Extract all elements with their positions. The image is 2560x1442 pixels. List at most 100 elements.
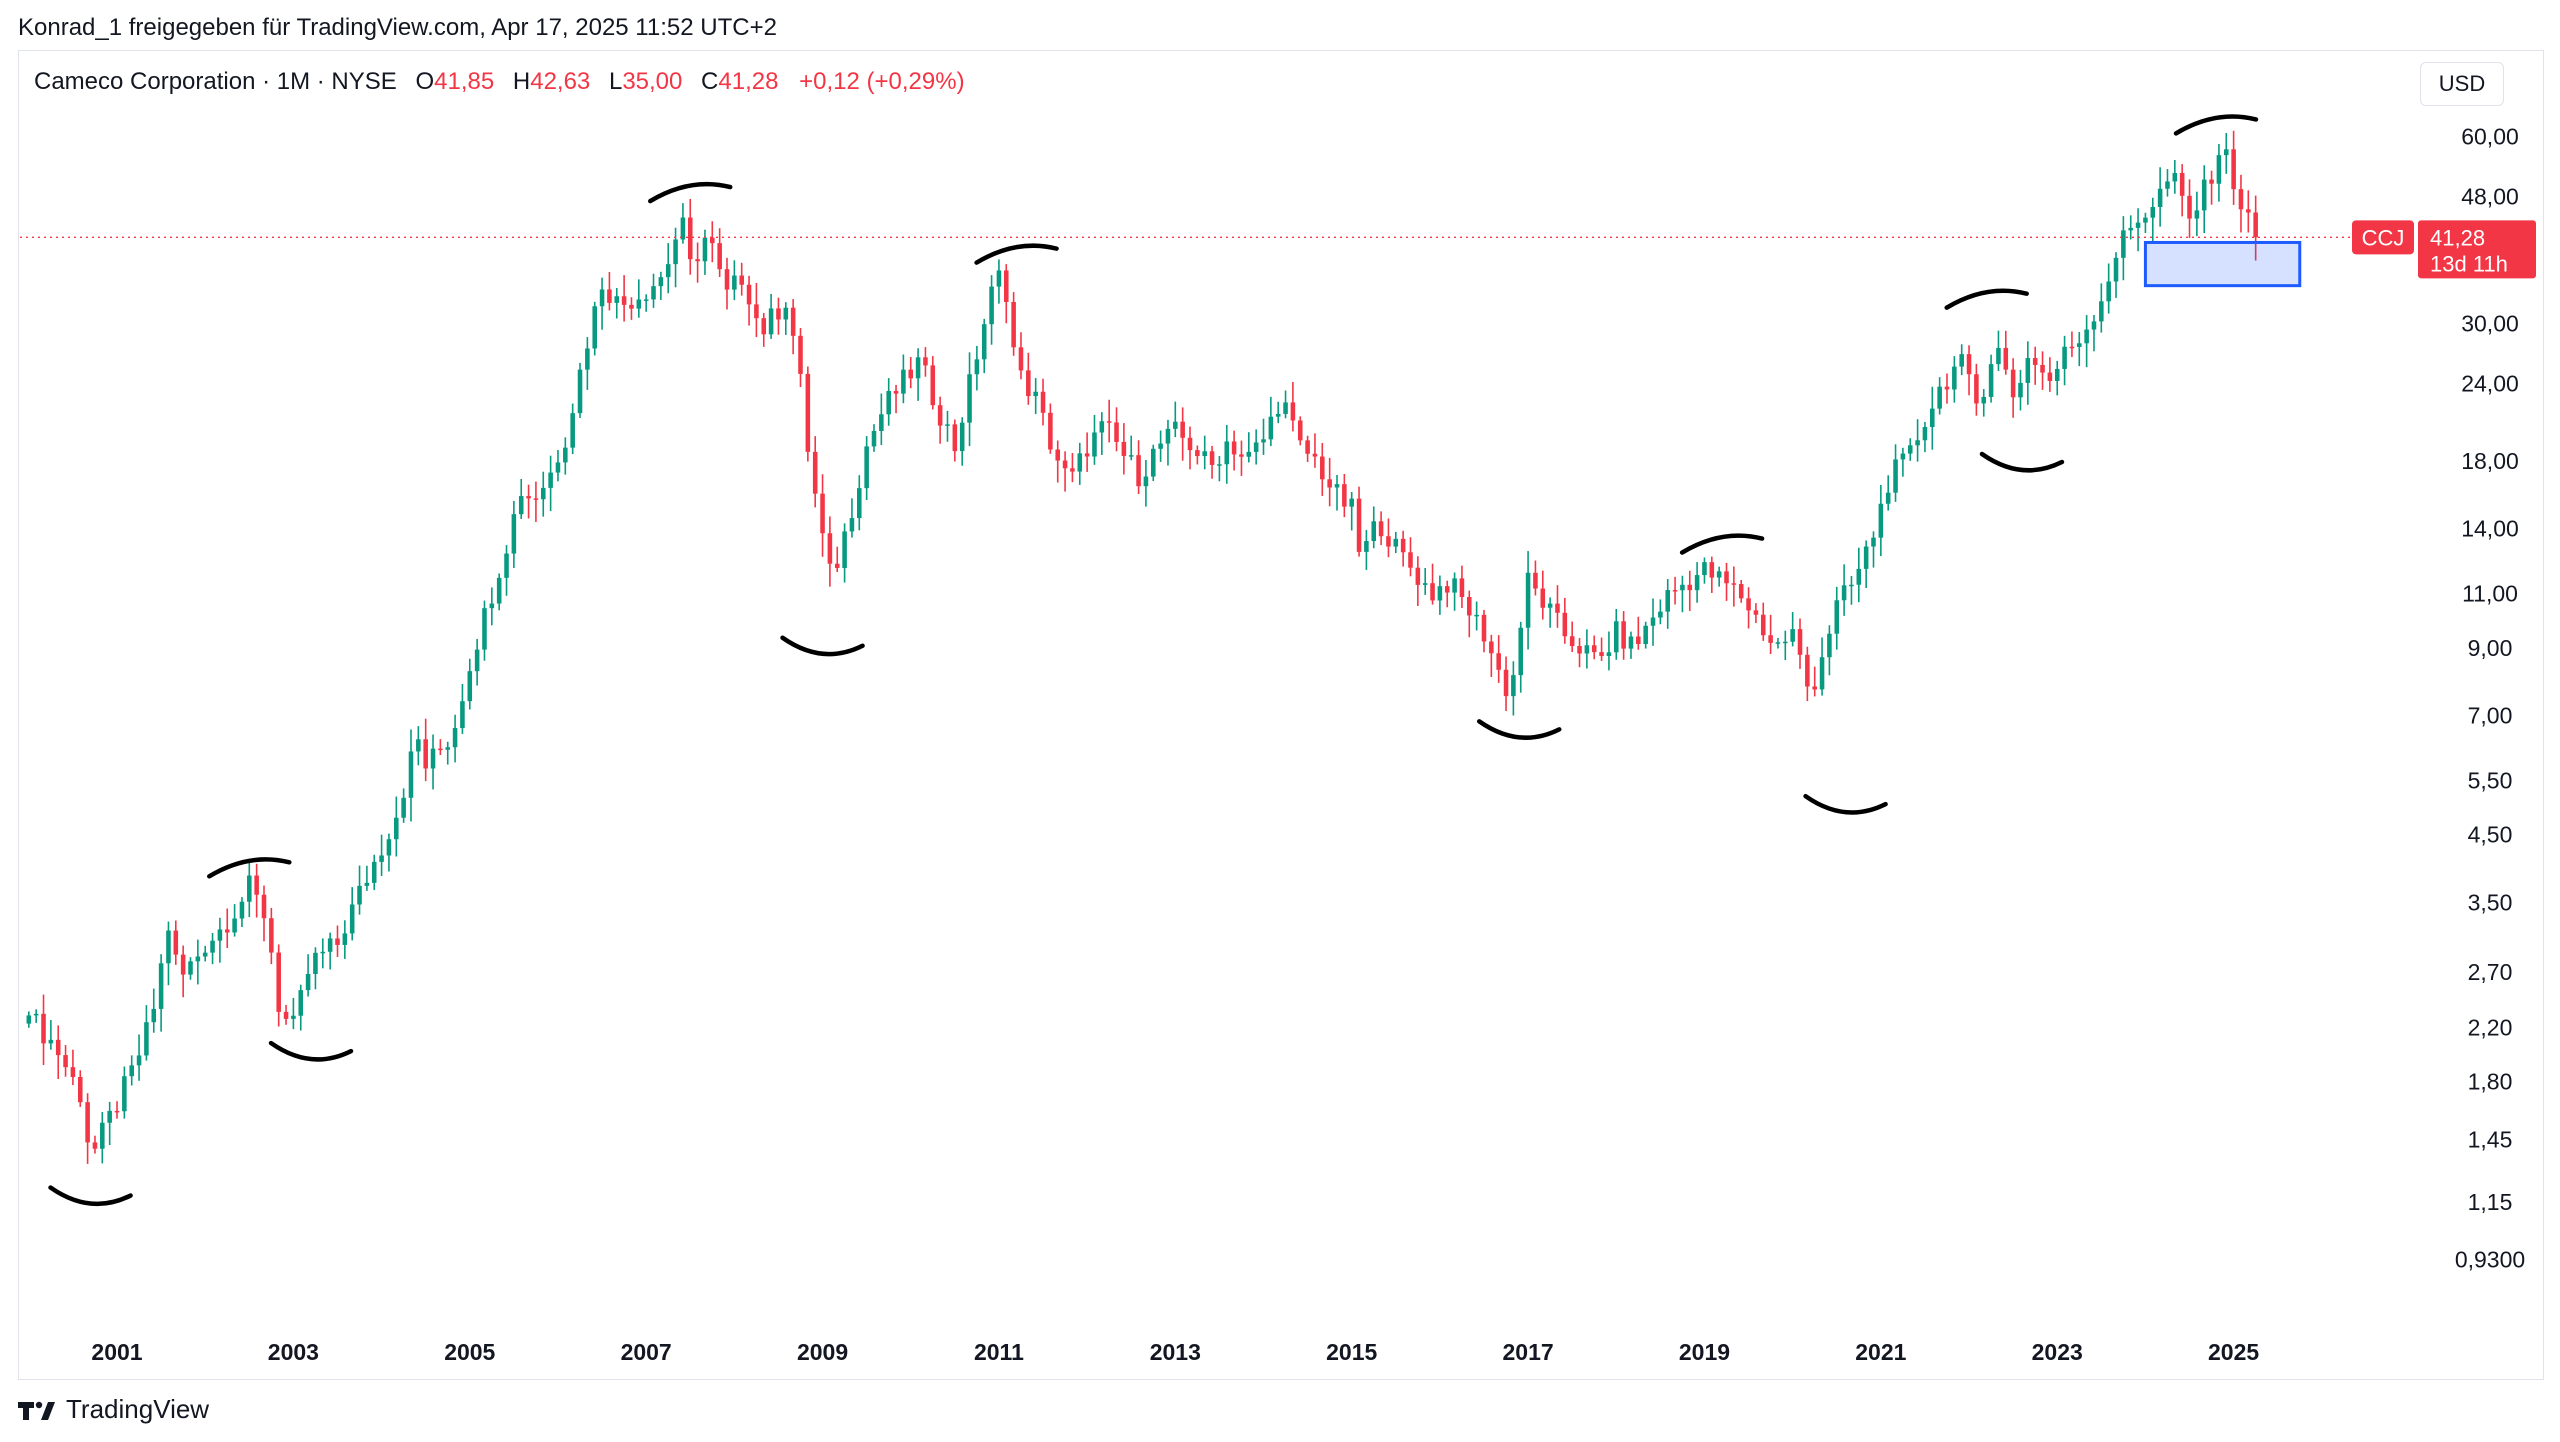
candle-body — [2238, 189, 2244, 210]
candle-body — [1944, 386, 1950, 390]
candle-body — [879, 414, 884, 431]
symbol-name[interactable]: Cameco Corporation · 1M · NYSE — [34, 68, 397, 95]
x-axis-tick-label: 2009 — [797, 1339, 848, 1365]
candle-body — [842, 531, 847, 568]
candle-body — [224, 929, 230, 933]
candle-body — [1871, 537, 1876, 547]
candle-body — [651, 286, 656, 300]
candle-body — [327, 938, 333, 952]
x-axis-tick-label: 2013 — [1150, 1339, 1201, 1365]
candle-body — [834, 563, 840, 568]
candle-body — [1680, 584, 1685, 591]
candle-body — [849, 518, 855, 532]
candle-body — [1400, 538, 1406, 553]
candle-body — [629, 304, 634, 309]
candle-body — [2253, 212, 2258, 238]
candle-body — [621, 296, 627, 305]
y-axis-tick-label: 18,00 — [2461, 448, 2519, 474]
candle-body — [923, 357, 928, 366]
candle-body — [335, 938, 340, 945]
candle-body — [1496, 653, 1501, 670]
candle-body — [1327, 479, 1332, 488]
candle-body — [886, 390, 891, 415]
candle-body — [710, 237, 715, 244]
symbol-legend: Cameco Corporation · 1M · NYSE O41,85 H4… — [34, 68, 965, 96]
peak-annotation-arc — [648, 181, 733, 204]
candle-body — [1408, 552, 1413, 568]
candle-body — [1217, 464, 1222, 466]
candle-body — [496, 577, 502, 604]
candle-body — [1937, 386, 1942, 409]
candle-body — [1283, 402, 1288, 414]
change-value: +0,12 (+0,29%) — [799, 68, 965, 95]
candle-body — [996, 270, 1002, 287]
candle-body — [474, 649, 480, 672]
close-value: 41,28 — [718, 68, 779, 95]
candle-body — [55, 1039, 61, 1056]
candle-body — [680, 217, 686, 240]
candle-body — [908, 369, 914, 379]
low-label: L — [608, 68, 623, 95]
candle-body — [1415, 567, 1421, 585]
candle-body — [1224, 441, 1230, 465]
candle-body — [504, 553, 509, 578]
x-axis-tick-label: 2001 — [91, 1339, 142, 1365]
candle-body — [1150, 448, 1156, 477]
candle-body — [1062, 460, 1068, 469]
candle-body — [2157, 188, 2163, 207]
y-axis-tick-label: 5,50 — [2468, 767, 2513, 793]
candle-body — [1364, 541, 1369, 552]
candle-body — [1834, 600, 1840, 634]
candle-body — [1768, 635, 1773, 643]
x-axis-tick-label: 2011 — [974, 1339, 1024, 1365]
brand-logo[interactable]: TradingView — [18, 1394, 209, 1425]
candle-body — [1694, 575, 1700, 591]
candle-body — [1819, 657, 1825, 690]
candle-body — [1378, 521, 1384, 537]
last-price-tag — [2418, 220, 2536, 279]
candle-body — [2223, 149, 2229, 156]
candle-body — [1665, 590, 1670, 612]
candle-body — [2025, 358, 2031, 383]
candle-body — [85, 1102, 90, 1143]
candle-body — [342, 933, 348, 945]
peak-annotation-arc — [207, 857, 292, 879]
low-value: 35,00 — [622, 68, 683, 95]
open-label: O — [415, 68, 435, 95]
candle-body — [790, 307, 796, 336]
candle-body — [129, 1065, 134, 1077]
y-axis-tick-label: 1,15 — [2468, 1189, 2513, 1215]
peak-annotation-arc — [2173, 114, 2259, 136]
countdown-label: 13d 11h — [2430, 251, 2508, 276]
candle-body — [1959, 354, 1964, 367]
candle-body — [1996, 347, 2001, 365]
candle-body — [452, 728, 458, 748]
candle-body — [1143, 476, 1149, 487]
candle-body — [1239, 454, 1244, 457]
candle-body — [2099, 301, 2104, 322]
candle-body — [210, 940, 215, 953]
y-axis-tick-label: 1,80 — [2468, 1068, 2513, 1094]
high-value: 42,63 — [530, 68, 591, 95]
candle-body — [1437, 586, 1443, 601]
candle-body — [518, 496, 524, 515]
candle-body — [570, 413, 575, 448]
candle-body — [1775, 642, 1781, 644]
candle-body — [1503, 669, 1509, 697]
currency-button[interactable]: USD — [2420, 62, 2504, 106]
candle-body — [1658, 611, 1663, 618]
candle-body — [1048, 412, 1053, 450]
candle-body — [1981, 396, 1987, 404]
candle-body — [1621, 621, 1626, 649]
x-axis-tick-label: 2003 — [268, 1339, 319, 1365]
candle-body — [1885, 492, 1891, 504]
candle-body — [166, 930, 171, 964]
candle-body — [48, 1039, 54, 1044]
candle-body — [2231, 149, 2236, 190]
candle-body — [1856, 568, 1862, 585]
candle-body — [607, 289, 612, 303]
candle-body — [122, 1076, 127, 1112]
candle-body — [1371, 521, 1377, 542]
candle-body — [974, 359, 980, 375]
